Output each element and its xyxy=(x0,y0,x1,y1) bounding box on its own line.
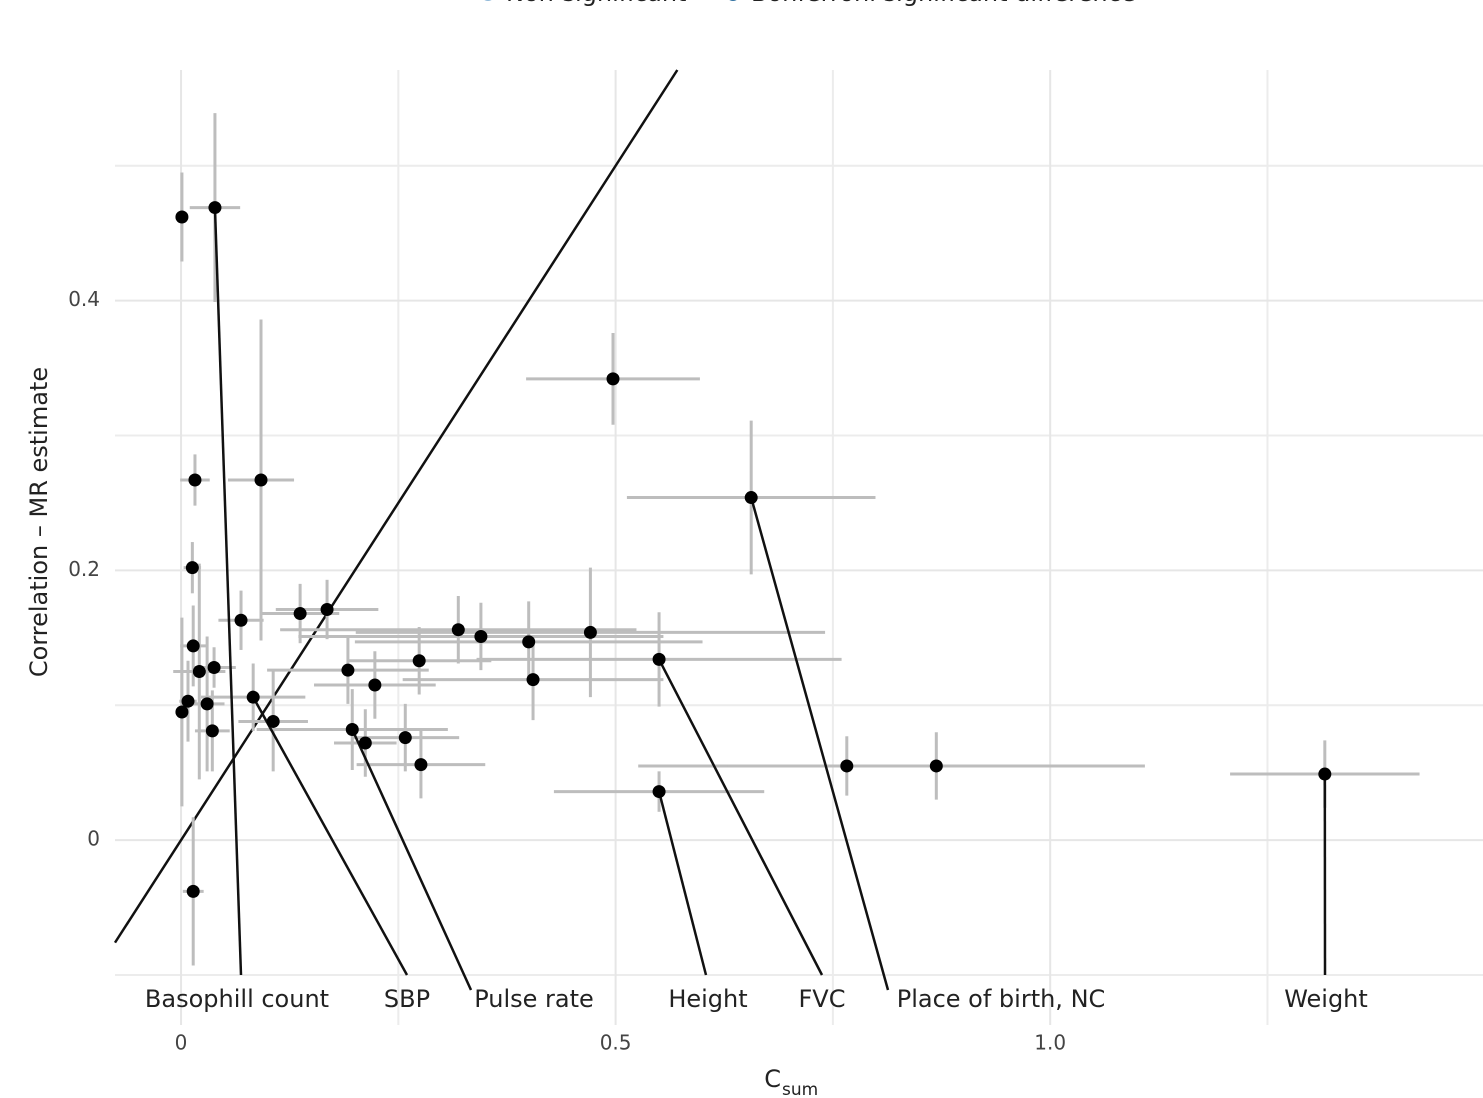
point xyxy=(320,602,334,616)
leader-line xyxy=(749,497,890,991)
point xyxy=(181,694,195,708)
point xyxy=(175,210,189,224)
point xyxy=(652,785,666,799)
leader-line xyxy=(213,207,243,976)
point xyxy=(208,201,222,215)
legend-label: Bonferroni significant difference xyxy=(751,0,1136,7)
point xyxy=(185,561,199,575)
point xyxy=(341,663,355,677)
point-label: Pulse rate xyxy=(474,985,594,1013)
point xyxy=(358,736,372,750)
point xyxy=(368,678,382,692)
point xyxy=(652,652,666,666)
x-tick-label: 1.0 xyxy=(1034,1031,1066,1055)
x-tick-label: 0.5 xyxy=(600,1031,632,1055)
point-label: FVC xyxy=(799,985,846,1013)
leader-line xyxy=(351,729,473,991)
y-axis-label: Correlation – MR estimate xyxy=(25,367,53,677)
point xyxy=(205,724,219,738)
legend-label: Non-significant xyxy=(506,0,686,7)
point xyxy=(234,613,248,627)
identity-line xyxy=(113,69,679,944)
point xyxy=(1318,767,1332,781)
point xyxy=(207,660,221,674)
legend-marker xyxy=(729,0,737,1)
legend-marker xyxy=(484,0,492,1)
point xyxy=(744,491,758,505)
point xyxy=(345,723,359,737)
point xyxy=(200,697,214,711)
x-tick-label: 0 xyxy=(175,1031,188,1055)
error-bars xyxy=(173,113,1420,966)
leader-line xyxy=(252,696,409,976)
point xyxy=(929,759,943,773)
point xyxy=(414,758,428,772)
point xyxy=(474,629,488,643)
point xyxy=(175,705,189,719)
x-axis-label: C xyxy=(764,1065,781,1093)
y-tick-label: 0.2 xyxy=(68,557,100,581)
y-tick-label: 0.4 xyxy=(68,287,100,311)
point-label: Basophill count xyxy=(145,985,329,1013)
x-axis-label-sub: sum xyxy=(782,1080,818,1098)
point xyxy=(266,714,280,728)
point xyxy=(840,759,854,773)
point xyxy=(583,625,597,639)
point xyxy=(293,607,307,621)
grid xyxy=(115,70,1483,1025)
point xyxy=(192,665,206,679)
point xyxy=(522,635,536,649)
point xyxy=(186,884,200,898)
point xyxy=(254,473,268,487)
point xyxy=(246,690,260,704)
leader-line xyxy=(657,658,824,976)
legend: Non-significant Bonferroni significant di… xyxy=(484,0,1136,7)
point xyxy=(412,654,426,668)
leader-line xyxy=(657,791,708,976)
point xyxy=(188,473,202,487)
point xyxy=(398,731,412,745)
point-label: SBP xyxy=(384,985,430,1013)
point xyxy=(186,639,200,653)
point-label: Weight xyxy=(1284,985,1368,1013)
y-tick-label: 0 xyxy=(87,827,100,851)
point-label: Place of birth, NC xyxy=(897,985,1106,1013)
point xyxy=(451,623,465,637)
point-label: Height xyxy=(668,985,747,1013)
point xyxy=(606,372,620,386)
x-axis-label-main: C xyxy=(764,1065,781,1093)
point xyxy=(526,673,540,687)
